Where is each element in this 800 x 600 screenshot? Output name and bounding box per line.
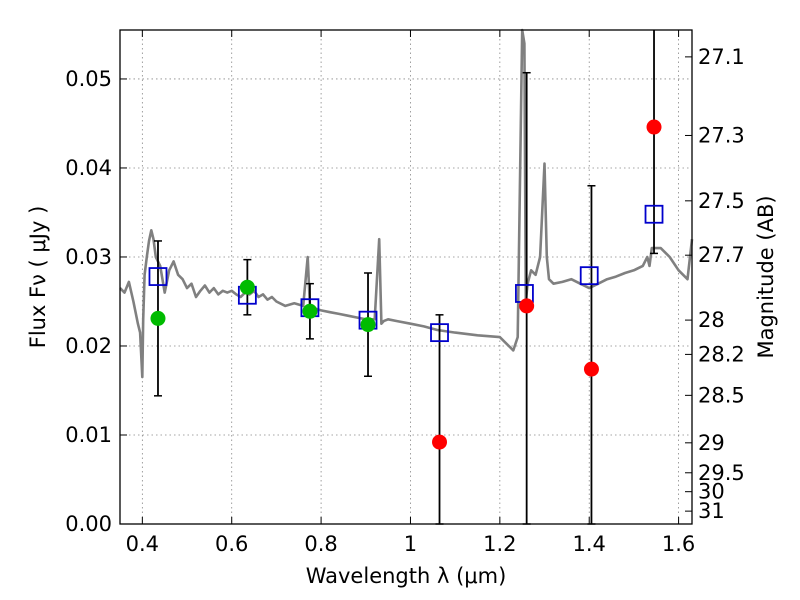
detection-point	[360, 317, 376, 333]
x-tick-label: 1.6	[662, 532, 695, 556]
low-significance-point	[583, 361, 599, 377]
right-tick-label: 27.3	[698, 123, 745, 147]
plot-frame	[119, 29, 693, 525]
model-spectrum	[119, 28, 694, 379]
x-tick-label: 1	[404, 532, 417, 556]
right-tick-label: 30	[698, 480, 725, 504]
y-axis-label: Flux Fν ( μJy )	[26, 206, 50, 349]
right-tick-label: 28.2	[698, 342, 745, 366]
model-photometry-square	[148, 267, 168, 286]
right-tick-label: 27.7	[698, 243, 745, 267]
error-bars	[153, 30, 659, 525]
y-tick-label: 0.05	[65, 67, 112, 91]
right-tick-label: 27.5	[698, 189, 745, 213]
grid-lines	[120, 30, 692, 525]
model-photometry-square	[579, 266, 599, 286]
y-tick-label: 0.00	[65, 512, 112, 536]
x-tick-label: 0.4	[126, 532, 159, 556]
low-significance-point	[646, 119, 662, 135]
right-tick-label: 27.1	[698, 45, 745, 69]
x-axis-label: Wavelength λ (μm)	[306, 564, 507, 588]
y-tick-label: 0.04	[65, 156, 112, 180]
low-significance-point	[432, 434, 448, 450]
y-tick-label: 0.03	[65, 245, 112, 269]
model-spectrum-line	[119, 28, 694, 379]
axis-ticks: 0.4 0.6 0.8 1 1.2 1.4 1.6 0.00 0.01 0.02 0.03 0.04 0…	[65, 30, 745, 556]
detection-point	[302, 303, 318, 319]
x-tick-label: 1.2	[483, 532, 516, 556]
y-tick-label: 0.01	[65, 423, 112, 447]
right-tick-label: 28.5	[698, 383, 745, 407]
right-axis-label: Magnitude (AB)	[754, 195, 778, 358]
model-photometry-square	[430, 323, 449, 343]
x-tick-label: 0.8	[304, 532, 337, 556]
model-photometry-square	[644, 204, 664, 224]
x-tick-label: 0.6	[215, 532, 248, 556]
right-tick-label: 29.5	[698, 461, 745, 485]
detection-point	[239, 279, 255, 295]
observed-photometry-markers	[150, 119, 662, 450]
right-tick-label: 29	[698, 431, 725, 455]
low-significance-point	[519, 298, 535, 314]
x-tick-label: 1.4	[573, 532, 606, 556]
model-photometry-markers	[148, 204, 664, 343]
y-tick-label: 0.02	[65, 334, 112, 358]
right-tick-label: 31	[698, 499, 725, 523]
detection-point	[150, 310, 166, 326]
right-tick-label: 28	[698, 308, 725, 332]
